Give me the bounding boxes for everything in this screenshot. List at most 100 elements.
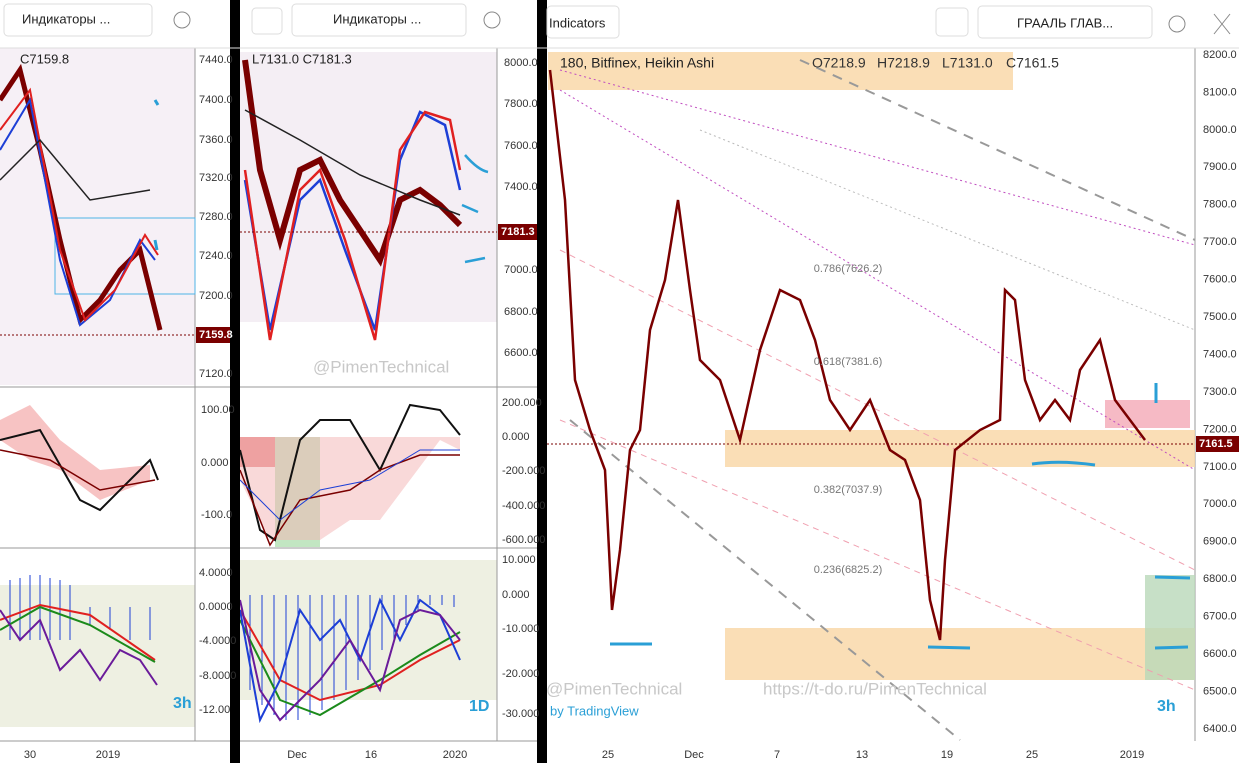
axis-label: 7120.0 bbox=[199, 368, 233, 380]
axis-label: 0.000 bbox=[502, 431, 530, 443]
middle-price-drawing bbox=[240, 59, 497, 341]
time-label: 30 bbox=[24, 749, 36, 761]
axis-label: 7200.0 bbox=[199, 290, 233, 302]
fullscreen-button[interactable] bbox=[1213, 13, 1231, 35]
indicators-button[interactable] bbox=[291, 3, 467, 37]
axis-label: 7300.0 bbox=[1203, 386, 1237, 398]
left-price-drawing bbox=[0, 63, 196, 336]
axis-label: 7900.0 bbox=[1203, 161, 1237, 173]
time-label: 13 bbox=[856, 749, 868, 761]
toolbar bbox=[0, 0, 1239, 49]
axis-label: 7500.0 bbox=[1203, 311, 1237, 323]
axis-label: 8000.0 bbox=[1203, 124, 1237, 136]
price-tag bbox=[498, 224, 537, 240]
axis-label: 8000.0 bbox=[504, 57, 538, 69]
price-tag-label: 7181.3 bbox=[501, 226, 535, 238]
time-label: Dec bbox=[684, 749, 704, 761]
axis-label: 7100.0 bbox=[1203, 461, 1237, 473]
legend: L7131.0 C7181.3 bbox=[252, 51, 352, 66]
axis-label: -12.00 bbox=[199, 704, 230, 716]
timeframe: 3h bbox=[1157, 698, 1176, 715]
axis-label: 7360.0 bbox=[199, 134, 233, 146]
ohlc-value: H7218.9 bbox=[877, 55, 930, 71]
axis-label: 7600.0 bbox=[504, 140, 538, 152]
axis-label: -400.000 bbox=[502, 500, 545, 512]
fib-label: 0.618(7381.6) bbox=[814, 356, 883, 368]
axis-label: -20.000 bbox=[502, 668, 539, 680]
symbol: 180, Bitfinex, Heikin Ashi bbox=[560, 55, 714, 71]
axis-label: 8200.0 bbox=[1203, 49, 1237, 61]
fib-label: 0.786(7626.2) bbox=[814, 263, 883, 275]
indicators-button[interactable] bbox=[546, 5, 620, 39]
ohlc-value: O7218.9 bbox=[812, 55, 866, 71]
price-tag-label: 7159.8 bbox=[199, 329, 233, 341]
left-oscillator-drawing bbox=[0, 405, 159, 512]
axis-label: -4.0000 bbox=[199, 635, 236, 647]
annotations bbox=[610, 383, 1191, 650]
settings-button[interactable] bbox=[483, 11, 501, 29]
time-label: 16 bbox=[365, 749, 377, 761]
indicators-label: Индикаторы ... bbox=[22, 11, 110, 26]
ohlc-value: L7131.0 bbox=[942, 55, 993, 71]
template-label: ГРААЛЬ ГЛАВ... bbox=[1017, 15, 1113, 30]
price-tag bbox=[1196, 436, 1239, 452]
axis-label: 6700.0 bbox=[1203, 611, 1237, 623]
axis-label: 7400.0 bbox=[1203, 348, 1237, 360]
axis-label: -600.000 bbox=[502, 534, 545, 546]
axis-label: 6800.0 bbox=[504, 306, 538, 318]
settings-button[interactable] bbox=[1168, 15, 1186, 33]
macd-pane bbox=[0, 585, 195, 727]
axis-label: 100.00 bbox=[201, 404, 235, 416]
time-label: 2019 bbox=[1120, 749, 1144, 761]
timeframe: 3h bbox=[173, 695, 192, 712]
axis-label: -10.000 bbox=[502, 623, 539, 635]
price-tag-label: 7161.5 bbox=[1199, 438, 1233, 450]
indicators-button[interactable] bbox=[3, 3, 153, 37]
time-label: 19 bbox=[941, 749, 953, 761]
legend: C7159.8 bbox=[20, 51, 69, 66]
axis-label: 6400.0 bbox=[1203, 723, 1237, 735]
time-label: 7 bbox=[774, 749, 780, 761]
axis-label: 7000.0 bbox=[504, 264, 538, 276]
axis-label: 6900.0 bbox=[1203, 536, 1237, 548]
pane-separators bbox=[0, 48, 1196, 742]
axis-label: 0.0000 bbox=[199, 601, 233, 613]
left-macd-drawing bbox=[0, 575, 158, 686]
time-label: 2020 bbox=[443, 749, 467, 761]
settings-button[interactable] bbox=[173, 11, 191, 29]
watermark: @PimenTechnical bbox=[313, 357, 449, 376]
snapshot-button[interactable] bbox=[251, 7, 283, 35]
axis-label: 7200.0 bbox=[1203, 423, 1237, 435]
axis-label: 7400.0 bbox=[199, 94, 233, 106]
axis-label: 7800.0 bbox=[1203, 199, 1237, 211]
right-zones bbox=[548, 52, 1195, 680]
indicators-label: Indicators bbox=[549, 15, 606, 30]
axis-label: -200.000 bbox=[502, 465, 545, 477]
axis-label: 7240.0 bbox=[199, 250, 233, 262]
axis-label: -8.0000 bbox=[199, 670, 236, 682]
axis-label: 0.000 bbox=[502, 589, 530, 601]
axis-label: 200.000 bbox=[502, 397, 542, 409]
axis-label: 6600.0 bbox=[1203, 648, 1237, 660]
watermark: https://t-do.ru/PimenTechnical bbox=[763, 679, 987, 698]
watermark: @PimenTechnical bbox=[546, 679, 682, 698]
axis-label: 4.0000 bbox=[199, 567, 233, 579]
axis-label: 7000.0 bbox=[1203, 498, 1237, 510]
axis-label: -100.0 bbox=[201, 509, 232, 521]
panel-divider bbox=[230, 0, 240, 763]
fib-label: 0.382(7037.9) bbox=[814, 484, 883, 496]
template-button[interactable] bbox=[977, 5, 1153, 39]
indicators-label: Индикаторы ... bbox=[333, 11, 421, 26]
axis-label: 6600.0 bbox=[504, 347, 538, 359]
axis-label: 7440.0 bbox=[199, 54, 233, 66]
axis-label: 7280.0 bbox=[199, 211, 233, 223]
axis-label: 6500.0 bbox=[1203, 685, 1237, 697]
axis-label: 7400.0 bbox=[504, 181, 538, 193]
price-line bbox=[548, 69, 1146, 641]
middle-oscillator-drawing bbox=[239, 403, 461, 547]
axis-label: 7700.0 bbox=[1203, 236, 1237, 248]
snapshot-button[interactable] bbox=[935, 7, 969, 37]
time-label: 2019 bbox=[96, 749, 120, 761]
time-label: Dec bbox=[287, 749, 307, 761]
macd-pane bbox=[240, 560, 497, 700]
